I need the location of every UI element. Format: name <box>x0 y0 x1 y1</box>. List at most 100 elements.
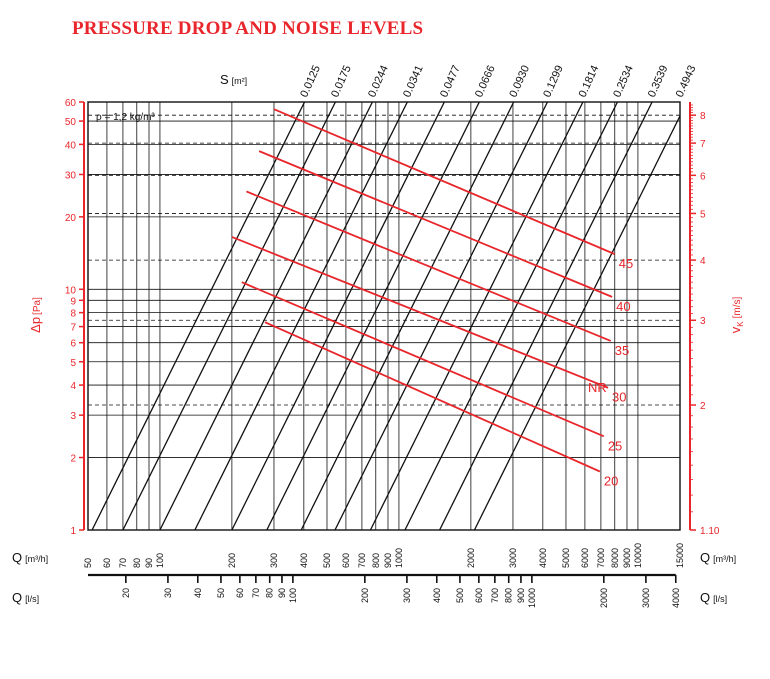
q-ls-tick-label: 60 <box>235 588 245 598</box>
nr-line <box>273 108 616 255</box>
q-m3h-tick-label: 500 <box>322 553 332 568</box>
q-m3h-tick-label: 70 <box>118 558 128 568</box>
nr-line <box>264 321 601 473</box>
s-line <box>122 102 336 530</box>
q-m3h-tick-label: 8000 <box>610 548 620 568</box>
q-m3h-title-right: Q [m³/h] <box>700 550 736 565</box>
q-ls-title-left: Q [l/s] <box>12 590 39 605</box>
area-labels: 0.0125 0.0175 0.0244 0.0341 0.0477 0.0666 0.09… <box>298 64 698 100</box>
s-label: 0.0477 <box>438 64 463 100</box>
nr-label: NR <box>588 380 607 395</box>
q-m3h-tick-label: 700 <box>357 553 367 568</box>
velocity-tick-label: 5 <box>700 209 706 220</box>
q-ls-tick-label: 70 <box>251 588 261 598</box>
q-ls-tick-label: 400 <box>432 588 442 603</box>
q-ls-tick-label: 20 <box>121 588 131 598</box>
pressure-tick-label: 10 <box>65 285 77 296</box>
q-ls-tick-label: 900 <box>516 588 526 603</box>
q-m3h-tick-label: 5000 <box>561 548 571 568</box>
pressure-tick-label: 50 <box>65 117 77 128</box>
pressure-tick-label: 8 <box>70 309 76 320</box>
q-m3h-tick-label: 800 <box>371 553 381 568</box>
pressure-tick-label: 1 <box>70 526 76 537</box>
q-ls-tick-label: 80 <box>265 588 275 598</box>
s-line <box>439 102 653 530</box>
q-ls-tick-label: 500 <box>455 588 465 603</box>
q-ls-tick-label: 50 <box>216 588 226 598</box>
q-ls-tick-label: 4000 <box>671 588 681 608</box>
q-m3h-tick-label: 3000 <box>508 548 518 568</box>
q-m3h-tick-label: 15000 <box>675 543 685 568</box>
nr-line-label: 25 <box>608 438 622 453</box>
q-m3h-tick-label: 200 <box>227 553 237 568</box>
velocity-tick-label: 6 <box>700 171 706 182</box>
s-label: 0.0666 <box>473 64 498 100</box>
s-label: 0.0244 <box>366 64 391 100</box>
s-line <box>194 102 408 530</box>
q-ls-title-right: Q [l/s] <box>700 590 727 605</box>
pressure-tick-label: 3 <box>70 411 76 422</box>
velocity-axis: 1.10 2 3 4 5 6 7 8 <box>689 102 720 537</box>
q-m3h-tick-label: 10000 <box>633 543 643 568</box>
nr-line-label: 20 <box>604 474 618 489</box>
pressure-tick-label: 7 <box>70 323 76 334</box>
q-ls-tick-label: 2000 <box>599 588 609 608</box>
s-label: 0.3539 <box>646 64 671 100</box>
q-m3h-tick-label: 900 <box>383 553 393 568</box>
q-ls-tick-label: 40 <box>193 588 203 598</box>
velocity-tick-label: 3 <box>700 316 706 327</box>
s-line <box>473 114 680 530</box>
q-m3h-tick-label: 300 <box>269 553 279 568</box>
q-m3h-tick-label: 600 <box>341 553 351 568</box>
s-label: 0.0175 <box>329 64 354 100</box>
q-ls-tick-label: 90 <box>277 588 287 598</box>
plot-border <box>87 101 681 531</box>
q-ls-tick-label: 1000 <box>527 588 537 608</box>
nr-line-label: 45 <box>619 256 633 271</box>
velocity-tick-label: 7 <box>700 139 706 150</box>
q-m3h-tick-label: 80 <box>132 558 142 568</box>
pressure-tick-label: 4 <box>70 381 76 392</box>
q-m3h-title-left: Q [m³/h] <box>12 550 48 565</box>
q-m3h-tick-label: 50 <box>83 558 93 568</box>
pressure-tick-label: 30 <box>65 170 77 181</box>
s-line <box>300 102 515 530</box>
q-ls-tick-label: 200 <box>360 588 370 603</box>
s-line <box>91 102 306 530</box>
q-m3h-tick-label: 4000 <box>538 548 548 568</box>
pressure-tick-label: 20 <box>65 213 77 224</box>
q-m3h-tick-label: 2000 <box>466 548 476 568</box>
s-line <box>369 102 584 530</box>
q-m3h-tick-label: 90 <box>144 558 154 568</box>
pressure-tick-label: 6 <box>70 339 76 350</box>
nr-line <box>246 190 612 342</box>
nr-line <box>241 281 605 438</box>
s-line <box>159 102 374 530</box>
nr-line <box>231 236 609 389</box>
q-m3h-tick-label: 400 <box>299 553 309 568</box>
q-m3h-tick-label: 7000 <box>596 548 606 568</box>
s-lines <box>91 102 680 530</box>
q-ls-tick-label: 600 <box>474 588 484 603</box>
s-label: 0.4943 <box>674 64 699 100</box>
q-m3h-tick-label: 1000 <box>394 548 404 568</box>
page-title: PRESSURE DROP AND NOISE LEVELS <box>72 18 424 39</box>
nr-lines: 20 25 30 35 40 45 <box>231 108 633 489</box>
s-line <box>231 102 445 530</box>
pressure-axis-title: Δp[Pa] <box>28 297 43 333</box>
pressure-tick-label: 40 <box>65 140 77 151</box>
flow-axes: 50 60 70 80 90 100 200 300 400 500 600 700 800 900 100… <box>83 543 685 608</box>
s-label: 0.1299 <box>541 64 566 100</box>
nr-line-label: 40 <box>616 299 630 314</box>
q-m3h-tick-label: 60 <box>102 558 112 568</box>
s-label: 0.0125 <box>298 64 323 100</box>
grid <box>87 101 681 531</box>
q-ls-tick-label: 700 <box>490 588 500 603</box>
s-axis-title: S [m²] <box>220 72 247 87</box>
pressure-tick-label: 2 <box>70 454 76 465</box>
pressure-tick-label: 60 <box>65 98 77 109</box>
velocity-tick-label: 1.10 <box>700 526 720 537</box>
q-ls-tick-label: 3000 <box>641 588 651 608</box>
velocity-axis-title: vK[m/s] <box>728 297 745 334</box>
